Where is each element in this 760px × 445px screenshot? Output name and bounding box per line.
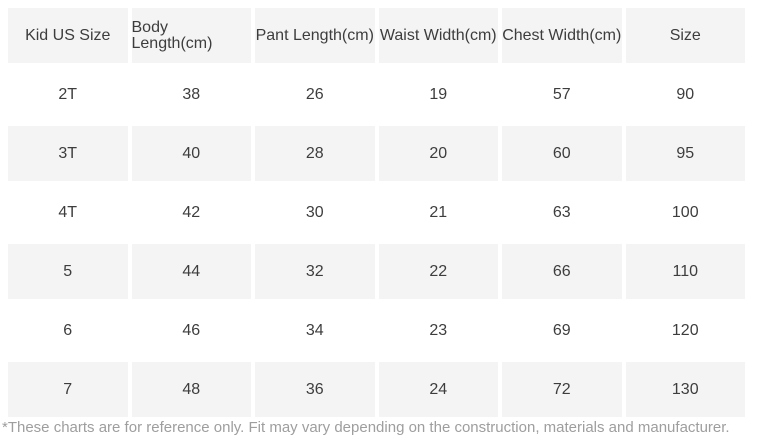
table-cell: 42 xyxy=(182,203,201,221)
table-row-6: 6 46 34 23 69 120 xyxy=(8,303,745,358)
table-cell: 95 xyxy=(625,126,745,181)
column-header-size: Size xyxy=(625,8,745,63)
table-cell: 30 xyxy=(305,203,324,221)
table-cell: 38 xyxy=(182,85,201,103)
table-header-row: Kid US Size Body Length(cm) Pant Length(… xyxy=(8,8,745,63)
table-cell: 5 xyxy=(8,244,128,299)
table-cell: 34 xyxy=(305,321,324,339)
table-cell: 21 xyxy=(429,203,448,221)
table-cell: 19 xyxy=(429,85,448,103)
table-cell: 22 xyxy=(378,244,498,299)
table-cell: 72 xyxy=(502,362,622,417)
table-cell: 36 xyxy=(255,362,375,417)
table-cell: 20 xyxy=(378,126,498,181)
table-cell: 23 xyxy=(429,321,448,339)
column-header-chest-width: Chest Width(cm) xyxy=(502,8,622,63)
footnote: *These charts are for reference only. Fi… xyxy=(2,419,730,436)
table-row-7: 7 48 36 24 72 130 xyxy=(8,362,745,417)
table-row-2t: 2T 38 26 19 57 90 xyxy=(8,67,745,122)
table-cell: 130 xyxy=(625,362,745,417)
table-cell: 46 xyxy=(182,321,201,339)
size-table: Kid US Size Body Length(cm) Pant Length(… xyxy=(8,8,745,421)
table-cell: 120 xyxy=(671,321,699,339)
table-cell: 100 xyxy=(671,203,699,221)
column-header-kid-us-size: Kid US Size xyxy=(8,8,128,63)
table-cell: 48 xyxy=(131,362,251,417)
table-cell: 24 xyxy=(378,362,498,417)
table-cell: 2T xyxy=(58,85,78,103)
table-cell: 40 xyxy=(131,126,251,181)
table-cell: 28 xyxy=(255,126,375,181)
table-row-5: 5 44 32 22 66 110 xyxy=(8,244,745,299)
column-header-pant-length: Pant Length(cm) xyxy=(255,8,375,63)
table-cell: 44 xyxy=(131,244,251,299)
table-cell: 4T xyxy=(58,203,78,221)
table-cell: 60 xyxy=(502,126,622,181)
column-header-body-length: Body Length(cm) xyxy=(131,8,251,63)
table-cell: 26 xyxy=(305,85,324,103)
table-cell: 7 xyxy=(8,362,128,417)
table-cell: 69 xyxy=(552,321,571,339)
table-row-3t: 3T 40 28 20 60 95 xyxy=(8,126,745,181)
table-cell: 63 xyxy=(552,203,571,221)
table-cell: 66 xyxy=(502,244,622,299)
column-header-waist-width: Waist Width(cm) xyxy=(378,8,498,63)
table-cell: 110 xyxy=(625,244,745,299)
table-cell: 3T xyxy=(8,126,128,181)
table-row-4t: 4T 42 30 21 63 100 xyxy=(8,185,745,240)
table-cell: 6 xyxy=(63,321,73,339)
table-cell: 57 xyxy=(552,85,571,103)
table-cell: 32 xyxy=(255,244,375,299)
table-cell: 90 xyxy=(676,85,695,103)
